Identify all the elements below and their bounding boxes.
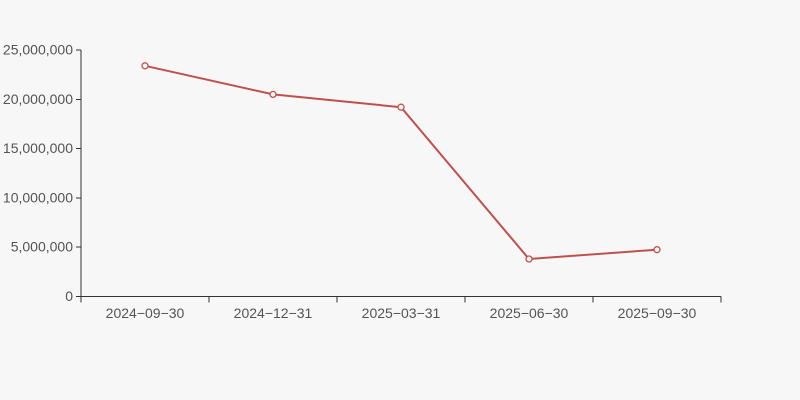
- y-axis-label: 0: [65, 288, 73, 304]
- y-axis-label: 25,000,000: [3, 42, 73, 58]
- y-axis-label: 5,000,000: [11, 239, 73, 255]
- series-line: [144, 64, 658, 260]
- data-point-marker[interactable]: [269, 90, 277, 99]
- x-axis-label: 2024−09−30: [106, 305, 185, 321]
- x-axis-ticks: 2024−09−30 2024−12−31 2025−03−31 2025−06−30…: [80, 296, 722, 321]
- y-axis-ticks: 0 5,000,000 10,000,000 15,000,000 20,000,000…: [3, 42, 81, 304]
- x-axis-label: 2025−09−30: [618, 305, 697, 321]
- x-axis-label: 2025−03−31: [362, 305, 441, 321]
- series-markers: [141, 62, 661, 263]
- x-axis-label: 2025−06−30: [490, 305, 569, 321]
- data-point-marker[interactable]: [141, 62, 149, 70]
- data-point-marker[interactable]: [397, 103, 405, 111]
- data-point-marker[interactable]: [653, 246, 661, 254]
- axes: [80, 50, 721, 297]
- y-axis-label: 15,000,000: [3, 140, 73, 156]
- x-axis-label: 2024−12−31: [234, 305, 313, 321]
- data-point-marker[interactable]: [525, 255, 533, 263]
- y-axis-label: 20,000,000: [3, 91, 73, 107]
- y-axis-label: 10,000,000: [3, 189, 73, 205]
